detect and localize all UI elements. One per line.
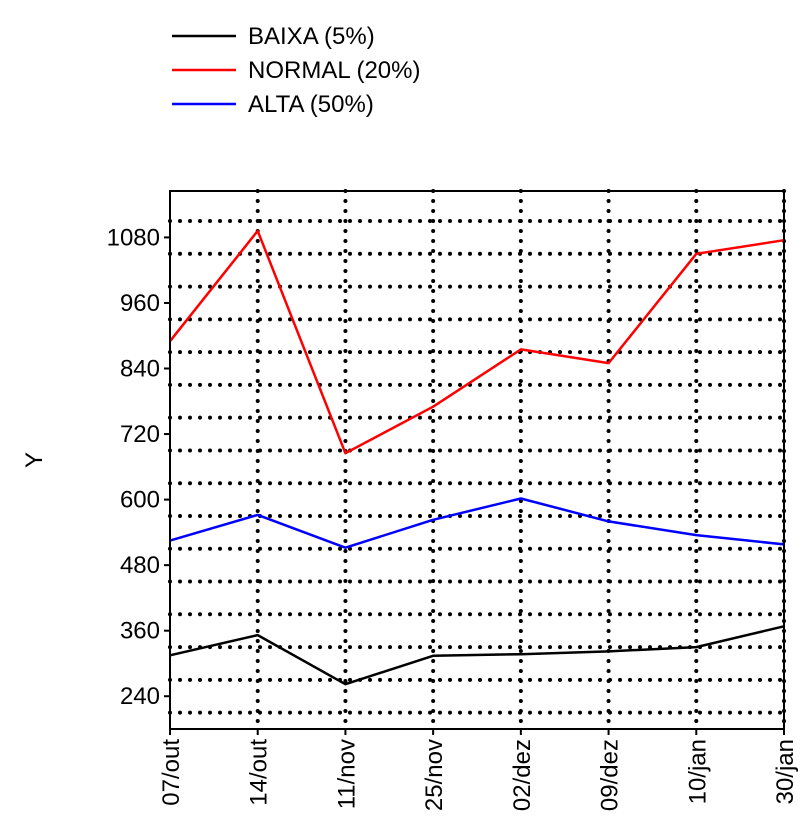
y-tick-label: 480 [120,552,160,579]
x-tick-label: 02/dez [509,739,536,811]
x-tick-label: 07/out [158,739,185,806]
y-tick-label: 360 [120,618,160,645]
y-tick-label: 960 [120,290,160,317]
y-tick-label: 240 [120,683,160,710]
x-tick-label: 14/out [246,739,273,806]
x-tick-label: 09/dez [597,739,624,811]
legend-label: BAIXA (5%) [248,23,375,50]
legend-label: NORMAL (20%) [248,57,420,84]
y-tick-label: 1080 [107,224,160,251]
y-tick-label: 600 [120,487,160,514]
legend-label: ALTA (50%) [248,91,374,118]
x-tick-label: 10/jan [684,739,711,804]
x-tick-label: 25/nov [421,739,448,811]
y-axis-label: Y [21,452,48,468]
series-line [169,497,785,549]
legend: BAIXA (5%) NORMAL (20%) ALTA (50%) [172,23,420,118]
series-line [169,625,785,686]
x-tick-label: 30/jan [772,739,799,804]
x-tick-label: 11/nov [333,739,360,809]
axes: 240 360 480 600 720 840 960 1080 07/out 14/out 11/… [107,224,799,811]
series-lines [169,229,785,686]
y-tick-label: 720 [120,421,160,448]
y-tick-label: 840 [120,356,160,383]
plot-frame [169,190,785,730]
series-line [169,229,785,455]
grid [168,189,786,731]
